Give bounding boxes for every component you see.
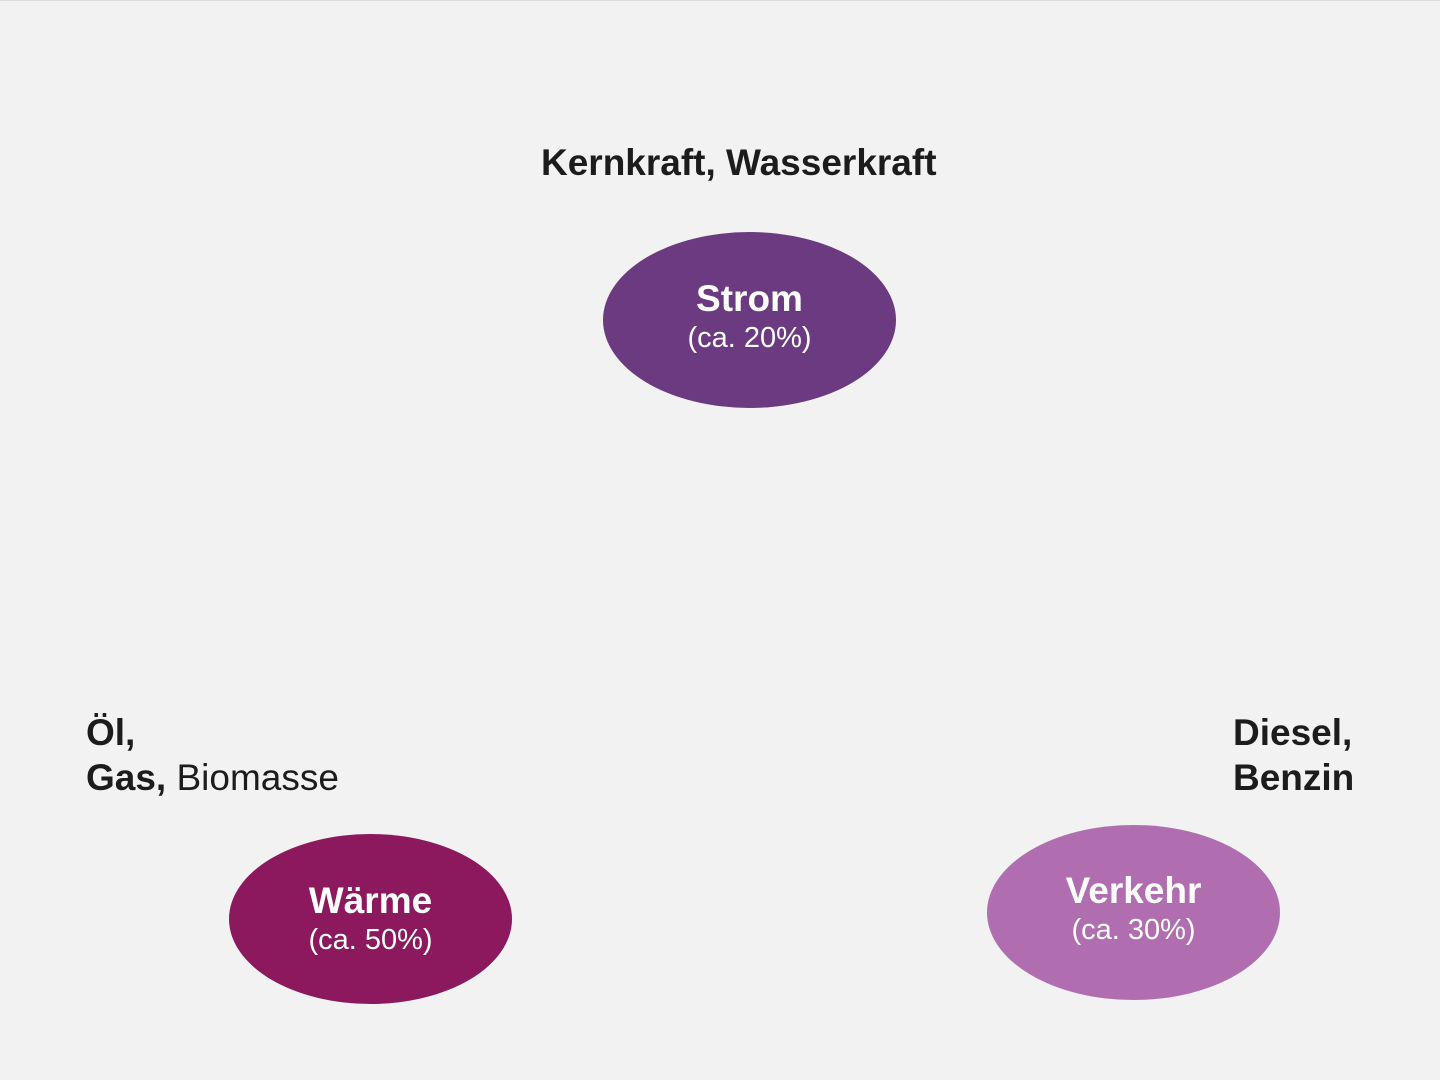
waerme-sources-biomasse: Biomasse bbox=[176, 757, 339, 798]
waerme-sources-line-2: Gas, Biomasse bbox=[86, 755, 339, 800]
strom-node-share: (ca. 20%) bbox=[687, 322, 812, 354]
strom-node-name: Strom bbox=[696, 278, 803, 319]
waerme-sources-gas: Gas, bbox=[86, 757, 167, 798]
strom-sources-text: Kernkraft, Wasserkraft bbox=[541, 142, 937, 183]
verkehr-sources-line-1: Diesel, bbox=[1233, 712, 1353, 753]
strom-node: Strom (ca. 20%) bbox=[603, 232, 896, 408]
verkehr-sources-label: Diesel, Benzin bbox=[1233, 710, 1354, 800]
waerme-node-share: (ca. 50%) bbox=[308, 924, 433, 956]
top-border-line bbox=[0, 0, 1440, 1]
waerme-node-name: Wärme bbox=[308, 880, 433, 921]
verkehr-node: Verkehr (ca. 30%) bbox=[987, 825, 1280, 1000]
waerme-node: Wärme (ca. 50%) bbox=[229, 834, 512, 1004]
verkehr-sources-line-2: Benzin bbox=[1233, 757, 1355, 798]
waerme-sources-label: Öl, Gas, Biomasse bbox=[86, 710, 339, 800]
waerme-sources-line-1: Öl, bbox=[86, 712, 136, 753]
strom-sources-label: Kernkraft, Wasserkraft bbox=[541, 140, 937, 185]
verkehr-node-name: Verkehr bbox=[1065, 869, 1202, 911]
verkehr-node-share: (ca. 30%) bbox=[1071, 913, 1196, 946]
